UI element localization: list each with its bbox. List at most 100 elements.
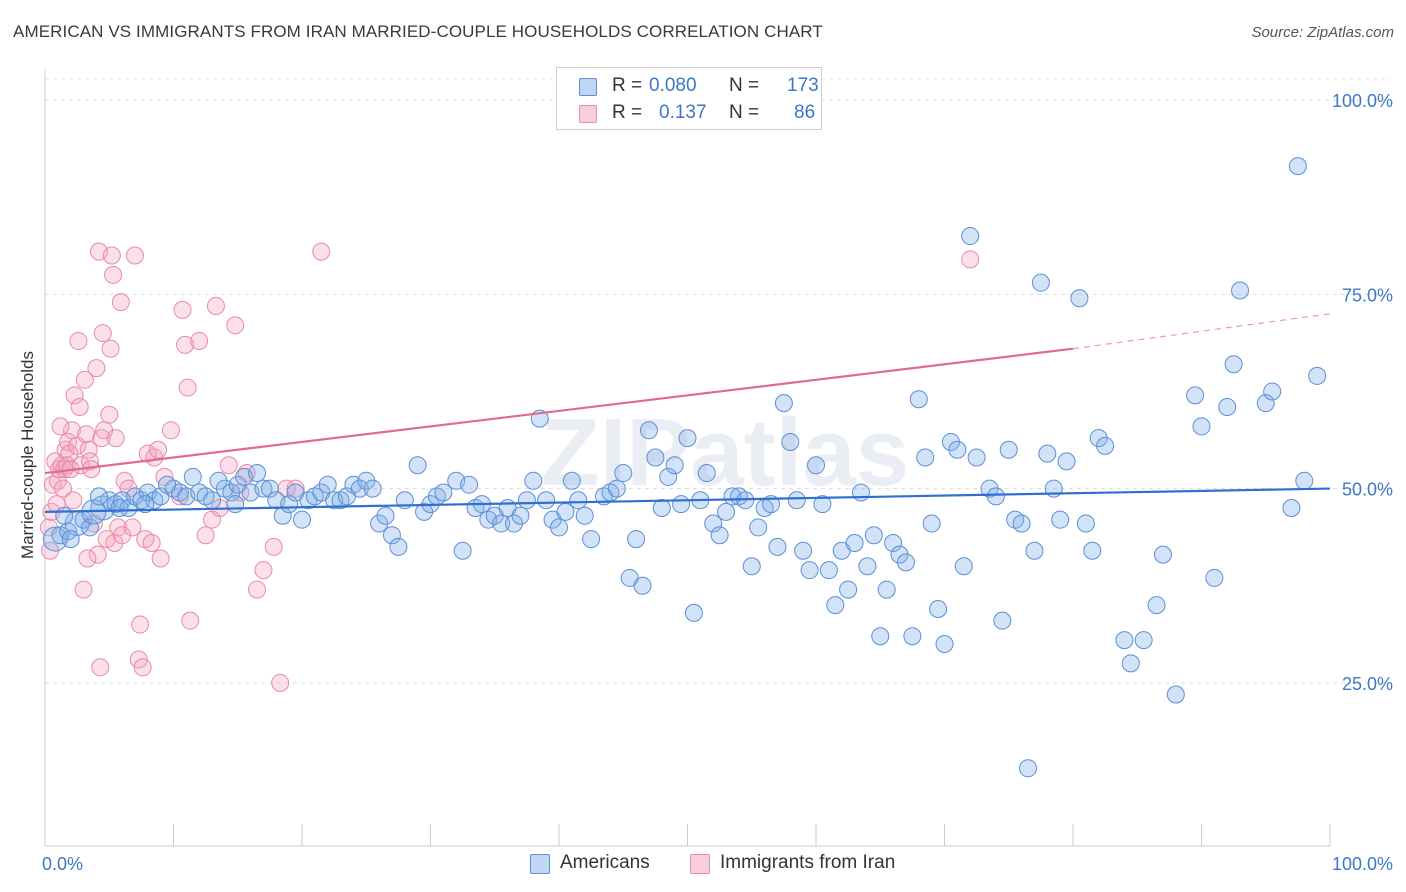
point-americans: [158, 475, 177, 494]
point-iran: [74, 580, 93, 599]
point-americans: [652, 499, 671, 518]
point-americans: [110, 499, 129, 518]
point-americans: [948, 440, 967, 459]
trend-line-iran: [44, 347, 1074, 475]
legend-swatch-americans: [579, 78, 597, 96]
legend-label-americans: Americans: [560, 852, 650, 873]
point-americans: [80, 518, 99, 537]
point-americans: [248, 464, 267, 483]
point-americans: [382, 526, 401, 545]
point-americans: [922, 514, 941, 533]
axes: [44, 69, 1331, 847]
point-americans: [1083, 541, 1102, 560]
y-tick-label: 25.0%: [1342, 674, 1393, 694]
point-americans: [877, 580, 896, 599]
point-americans: [672, 495, 691, 514]
point-iran: [254, 561, 273, 580]
point-americans: [318, 475, 337, 494]
point-americans: [42, 526, 68, 552]
point-americans: [614, 464, 633, 483]
legend-r-label: R =: [612, 102, 643, 123]
point-americans: [453, 541, 472, 560]
trend-lines: [44, 313, 1331, 513]
point-americans: [961, 227, 980, 246]
point-iran: [104, 265, 123, 284]
point-americans: [562, 471, 581, 490]
point-iran: [133, 658, 152, 677]
point-americans: [659, 467, 678, 486]
point-americans: [742, 557, 761, 576]
point-iran: [149, 440, 168, 459]
point-americans: [1025, 541, 1044, 560]
point-iran: [271, 673, 290, 692]
point-americans: [993, 611, 1012, 630]
y-tick-label: 75.0%: [1342, 285, 1393, 305]
point-iran: [69, 331, 88, 350]
point-americans: [845, 533, 864, 552]
trend-line-americans: [44, 487, 1331, 513]
point-americans: [819, 561, 838, 580]
legend-r-value-iran: 0.137: [659, 102, 707, 123]
point-iran: [312, 242, 331, 261]
point-americans: [839, 580, 858, 599]
point-iran: [101, 339, 120, 358]
point-americans: [1115, 631, 1134, 650]
correlation-legend: R = 0.080 N = 173 R = 0.137 N = 86: [556, 67, 822, 130]
point-iran: [77, 425, 96, 444]
point-americans: [293, 510, 311, 529]
point-americans: [774, 394, 793, 413]
point-iran: [961, 250, 980, 269]
legend-swatch-iran: [690, 854, 710, 874]
point-iran: [173, 300, 192, 319]
point-americans: [460, 475, 479, 494]
point-iran: [286, 479, 305, 498]
point-americans: [639, 421, 658, 440]
point-americans: [787, 491, 806, 510]
point-americans: [511, 506, 530, 525]
point-iran: [142, 533, 161, 552]
point-americans: [524, 471, 543, 490]
legend-n-label: N =: [729, 102, 760, 123]
legend-label-iran: Immigrants from Iran: [720, 852, 896, 873]
point-americans: [89, 487, 108, 506]
tick-labels: 25.0% 50.0% 75.0% 100.0% 0.0% 100.0%: [42, 91, 1393, 874]
point-americans: [582, 530, 601, 549]
point-iran: [248, 580, 267, 599]
legend-r-value-americans: 0.080: [649, 75, 697, 96]
point-iran: [100, 405, 119, 424]
point-americans: [864, 526, 883, 545]
x-tick-label: 100.0%: [1332, 854, 1393, 874]
point-americans: [1263, 382, 1282, 401]
point-americans: [1288, 157, 1307, 176]
point-iran: [80, 452, 99, 471]
point-americans: [1134, 631, 1153, 650]
point-iran: [93, 324, 112, 343]
grid-lines: [45, 78, 1390, 684]
point-iran: [87, 359, 106, 378]
point-americans: [136, 495, 155, 514]
point-americans: [1038, 444, 1057, 463]
point-americans: [61, 530, 80, 549]
point-americans: [260, 479, 279, 498]
point-iran: [206, 296, 225, 315]
point-americans: [1019, 759, 1038, 778]
point-americans: [954, 557, 973, 576]
point-americans: [916, 448, 935, 467]
point-americans: [434, 483, 453, 502]
point-iran: [113, 526, 132, 545]
point-americans: [697, 464, 716, 483]
legend-n-value-americans: 173: [787, 75, 819, 96]
point-iran: [226, 316, 245, 335]
point-americans: [1186, 386, 1205, 405]
point-iran: [75, 370, 94, 389]
point-americans: [807, 456, 825, 475]
point-americans: [376, 506, 395, 525]
point-iran: [51, 417, 70, 436]
point-americans: [704, 514, 723, 533]
point-americans: [986, 487, 1005, 506]
point-americans: [537, 491, 556, 510]
point-iran: [219, 456, 238, 475]
point-americans: [826, 596, 845, 615]
point-iran: [65, 386, 84, 405]
